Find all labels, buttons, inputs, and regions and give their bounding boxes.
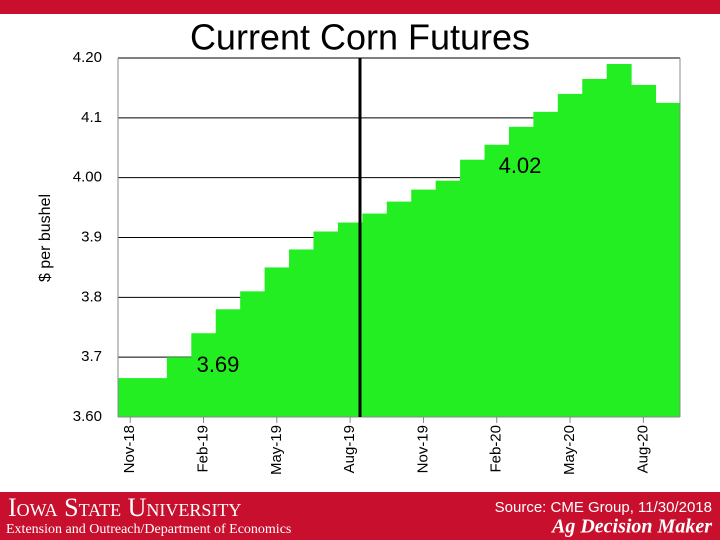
y-tick-label: 3.9 [81,228,102,245]
source: Source: CME Group, 11/30/2018 [495,499,712,516]
x-tick-label: Nov-19 [414,425,431,473]
y-tick-label: 4.20 [73,49,102,66]
x-tick-label: May-20 [561,425,578,475]
x-tick-label: May-19 [268,425,285,475]
bar [166,357,192,417]
bar [557,93,583,418]
bar [460,159,486,417]
y-tick-label: 3.7 [81,348,102,365]
brand: Ag Decision Maker [550,516,712,538]
bar [362,213,388,417]
bar [313,231,339,417]
annotation: 3.69 [197,352,240,377]
top-band [0,0,720,14]
bar [386,201,412,417]
bar [289,249,314,417]
bar [582,78,608,418]
bar [484,144,510,417]
department: Extension and Outreach/Department of Eco… [6,522,291,537]
annotation: 4.02 [499,153,542,178]
bar [118,378,143,417]
bar [631,84,657,418]
x-tick-label: Feb-20 [488,425,505,473]
footer-band [0,492,720,540]
y-tick-label: 4.00 [73,169,102,186]
bar [191,333,217,417]
bar [533,111,559,417]
bar [435,180,461,417]
bar [240,291,266,417]
bar [655,102,681,417]
x-tick-label: Nov-18 [121,425,138,473]
chart-title: Current Corn Futures [190,17,530,58]
y-tick-label: 3.8 [81,288,102,305]
y-axis-label: $ per bushel [37,194,54,282]
bar [264,267,290,417]
bar [606,63,632,417]
y-tick-label: 4.1 [81,109,102,126]
y-tick-label: 3.60 [73,408,102,425]
x-tick-label: Feb-19 [194,425,211,473]
x-tick-label: Aug-20 [634,425,651,473]
bar [411,189,437,417]
bar [215,309,241,417]
university: Iowa State University [8,493,241,522]
bar [508,126,534,417]
x-tick-label: Aug-19 [341,425,358,473]
bar [142,378,168,417]
